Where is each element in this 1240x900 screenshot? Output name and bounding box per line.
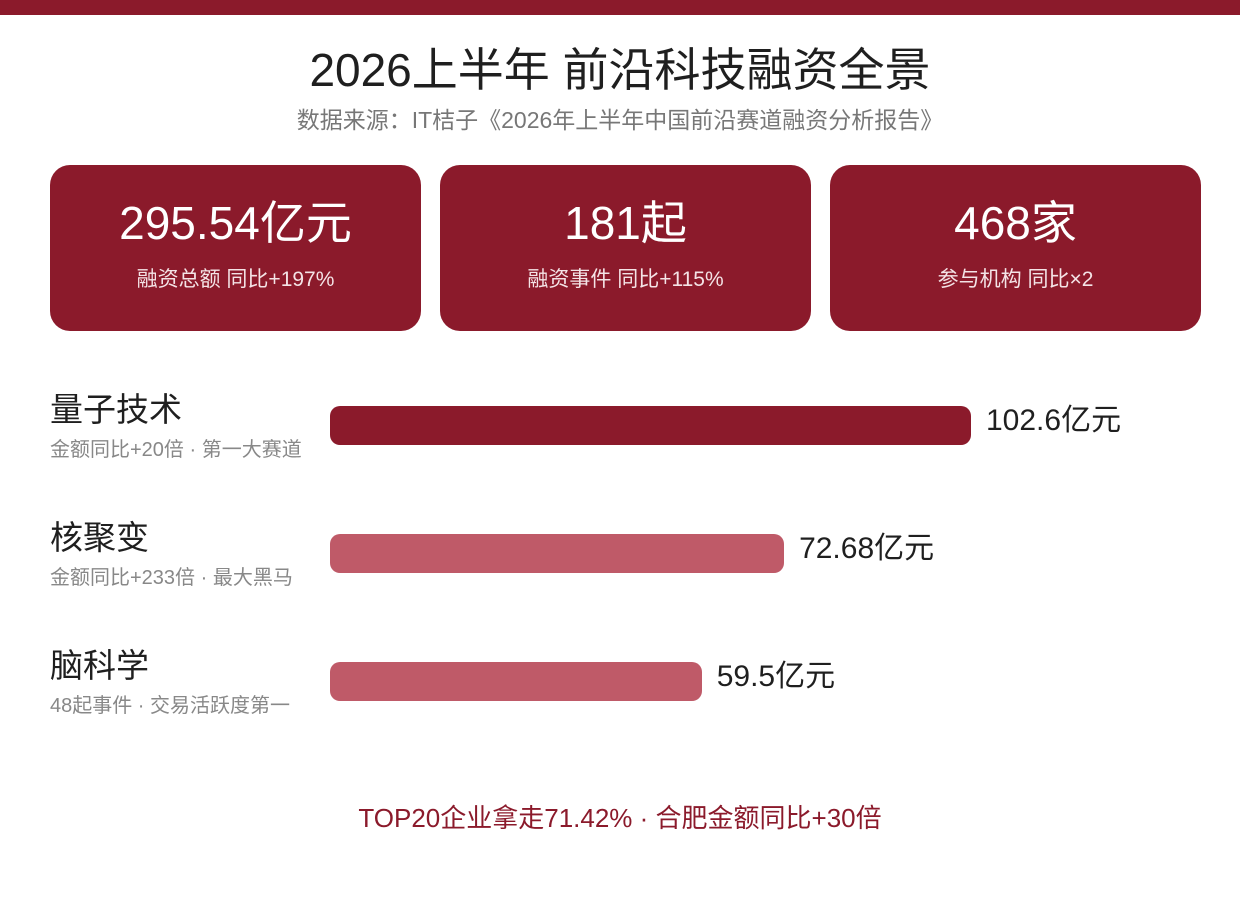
- bar-value-label: 72.68亿元: [799, 532, 935, 565]
- bar-note: 金额同比+233倍 · 最大黑马: [50, 567, 293, 589]
- stat-label: 融资总额 同比+197%: [136, 268, 335, 291]
- bar-note: 金额同比+20倍 · 第一大赛道: [50, 439, 302, 461]
- stat-value: 295.54亿元: [119, 197, 352, 249]
- footer-highlight: TOP20企业拿走71.42% · 合肥金额同比+30倍: [358, 803, 882, 833]
- bar-row-fusion: 核聚变 金额同比+233倍 · 最大黑马 72.68亿元: [0, 516, 1240, 606]
- chart-subtitle: 数据来源：IT桔子《2026年上半年中国前沿赛道融资分析报告》: [296, 107, 944, 133]
- bar-quantum: [330, 406, 971, 445]
- bar-brain-science: [330, 662, 702, 701]
- bar-category-label: 核聚变: [50, 519, 149, 556]
- bar-fusion: [330, 534, 785, 573]
- chart-title: 2026上半年 前沿科技融资全景: [309, 44, 931, 96]
- bar-row-quantum: 量子技术 金额同比+20倍 · 第一大赛道 102.6亿元: [0, 388, 1240, 478]
- bar-value-label: 102.6亿元: [986, 404, 1122, 437]
- bar-category-label: 量子技术: [50, 391, 182, 428]
- bar-value-label: 59.5亿元: [716, 660, 836, 693]
- stat-label: 融资事件 同比+115%: [527, 268, 724, 291]
- stat-card-deal-count: 181起 融资事件 同比+115%: [440, 165, 811, 331]
- stat-value: 181起: [564, 197, 687, 249]
- top-accent-bar: [0, 0, 1240, 15]
- stat-card-total-amount: 295.54亿元 融资总额 同比+197%: [50, 165, 421, 331]
- bar-note: 48起事件 · 交易活跃度第一: [50, 695, 291, 717]
- bar-row-brain-science: 脑科学 48起事件 · 交易活跃度第一 59.5亿元: [0, 644, 1240, 734]
- stat-card-investor-count: 468家 参与机构 同比×2: [830, 165, 1201, 331]
- stat-label: 参与机构 同比×2: [937, 268, 1094, 291]
- bar-category-label: 脑科学: [50, 647, 149, 684]
- stat-value: 468家: [954, 197, 1077, 249]
